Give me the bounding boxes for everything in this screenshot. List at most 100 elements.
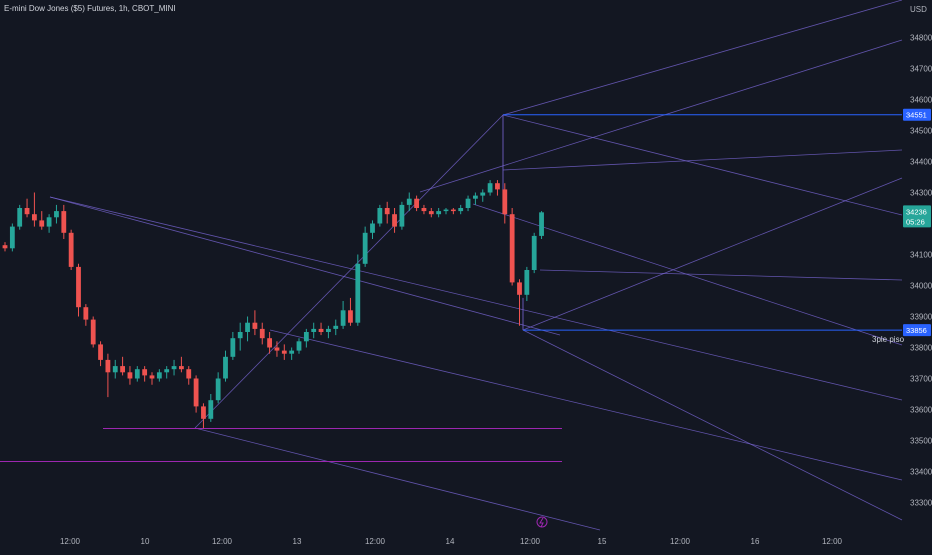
candle-body bbox=[267, 338, 272, 348]
candle-body bbox=[465, 198, 471, 208]
price-tick-label: 34000 bbox=[910, 282, 932, 291]
candle-body bbox=[61, 211, 67, 233]
candle-body bbox=[392, 214, 397, 227]
candle-body bbox=[450, 209, 456, 212]
candle-body bbox=[348, 310, 353, 323]
pitchfork-line bbox=[49, 196, 561, 336]
candle-body bbox=[245, 322, 250, 332]
price-tick-label: 33500 bbox=[910, 437, 932, 446]
candle-body bbox=[76, 266, 81, 308]
time-tick-label: 12:00 bbox=[520, 537, 541, 546]
time-tick-label: 10 bbox=[141, 537, 150, 546]
candle-body bbox=[24, 208, 30, 215]
candle-body bbox=[436, 211, 442, 215]
last-price-bg bbox=[903, 205, 931, 228]
candle-body bbox=[377, 208, 383, 224]
candle-body bbox=[186, 369, 192, 379]
price-tick-label: 34600 bbox=[910, 96, 932, 105]
candle-body bbox=[443, 209, 449, 212]
candle-body bbox=[98, 344, 103, 360]
candle-body bbox=[531, 235, 537, 270]
candle-body bbox=[370, 223, 375, 233]
candle-body bbox=[171, 366, 177, 370]
candle-body bbox=[68, 232, 74, 267]
candle-body bbox=[495, 183, 500, 190]
price-tick-label: 33900 bbox=[910, 313, 932, 322]
candle-body bbox=[112, 366, 118, 373]
level-bottom-label: 33856 bbox=[906, 326, 927, 335]
candle-body bbox=[164, 369, 170, 373]
price-tick-label: 33400 bbox=[910, 468, 932, 477]
time-tick-label: 16 bbox=[751, 537, 760, 546]
candle-body bbox=[509, 214, 515, 283]
price-tick-label: 33700 bbox=[910, 375, 932, 384]
candle-body bbox=[105, 359, 111, 373]
candle-body bbox=[281, 350, 287, 354]
price-tick-label: 33600 bbox=[910, 406, 932, 415]
bottom-note-label: 3ple piso bbox=[872, 335, 905, 344]
candle-body bbox=[517, 282, 522, 295]
price-tick-label: 34100 bbox=[910, 251, 932, 260]
candle-body bbox=[149, 375, 155, 379]
candle-body bbox=[208, 400, 214, 419]
candle-body bbox=[414, 198, 419, 208]
candle-body bbox=[179, 366, 184, 370]
countdown-label: 05:26 bbox=[906, 217, 925, 226]
candle-body bbox=[215, 378, 221, 401]
candle-body bbox=[201, 406, 206, 419]
candle-body bbox=[230, 338, 236, 357]
time-tick-label: 12:00 bbox=[822, 537, 843, 546]
candle-body bbox=[9, 226, 15, 249]
candle-body bbox=[406, 198, 412, 205]
lightning-icon bbox=[539, 517, 544, 528]
lightning-icon bbox=[536, 516, 548, 528]
candle-body bbox=[39, 220, 45, 227]
candle-body bbox=[524, 270, 530, 295]
candle-body bbox=[252, 322, 258, 329]
candle-body bbox=[193, 378, 199, 407]
pitchfork-line bbox=[269, 329, 903, 481]
candle-body bbox=[458, 208, 464, 212]
candle-body bbox=[46, 217, 52, 227]
pitchfork-line bbox=[194, 114, 504, 429]
price-tick-label: 34300 bbox=[910, 189, 932, 198]
candle-body bbox=[311, 328, 317, 332]
price-tick-label: 33300 bbox=[910, 499, 932, 508]
pitchfork-line bbox=[419, 39, 903, 193]
level-top-label-bg bbox=[903, 108, 931, 121]
level-bottom-label-bg bbox=[903, 324, 931, 337]
pitchfork-line bbox=[522, 177, 903, 331]
price-tick-label: 34800 bbox=[910, 34, 932, 43]
candle-body bbox=[399, 204, 405, 227]
candle-body bbox=[237, 332, 243, 339]
price-tick-label: 34500 bbox=[910, 127, 932, 136]
last-price-label: 34236 bbox=[906, 207, 927, 216]
time-tick-label: 14 bbox=[446, 537, 455, 546]
price-tick-label: 34400 bbox=[910, 158, 932, 167]
price-axis-panel bbox=[902, 0, 932, 550]
price-tick-label: 34700 bbox=[910, 65, 932, 74]
candle-body bbox=[318, 328, 324, 332]
pitchfork-line bbox=[539, 269, 903, 281]
candle-body bbox=[120, 366, 125, 373]
candle-body bbox=[487, 183, 493, 193]
pitchfork-line bbox=[522, 329, 903, 521]
candle-body bbox=[17, 208, 23, 227]
candle-body bbox=[32, 214, 37, 221]
candle-body bbox=[340, 310, 346, 326]
candle-body bbox=[333, 325, 339, 329]
candle-body bbox=[127, 372, 133, 379]
candle-body bbox=[473, 195, 478, 199]
candle-body bbox=[384, 208, 390, 215]
pitchfork-line bbox=[49, 196, 903, 401]
time-tick-label: 12:00 bbox=[365, 537, 386, 546]
candle-body bbox=[2, 245, 8, 249]
currency-label: USD bbox=[910, 5, 927, 14]
time-tick-label: 13 bbox=[293, 537, 302, 546]
candle-body bbox=[355, 263, 361, 323]
candle-body bbox=[296, 341, 302, 351]
pitchfork-line bbox=[194, 427, 601, 531]
candle-body bbox=[421, 208, 427, 212]
